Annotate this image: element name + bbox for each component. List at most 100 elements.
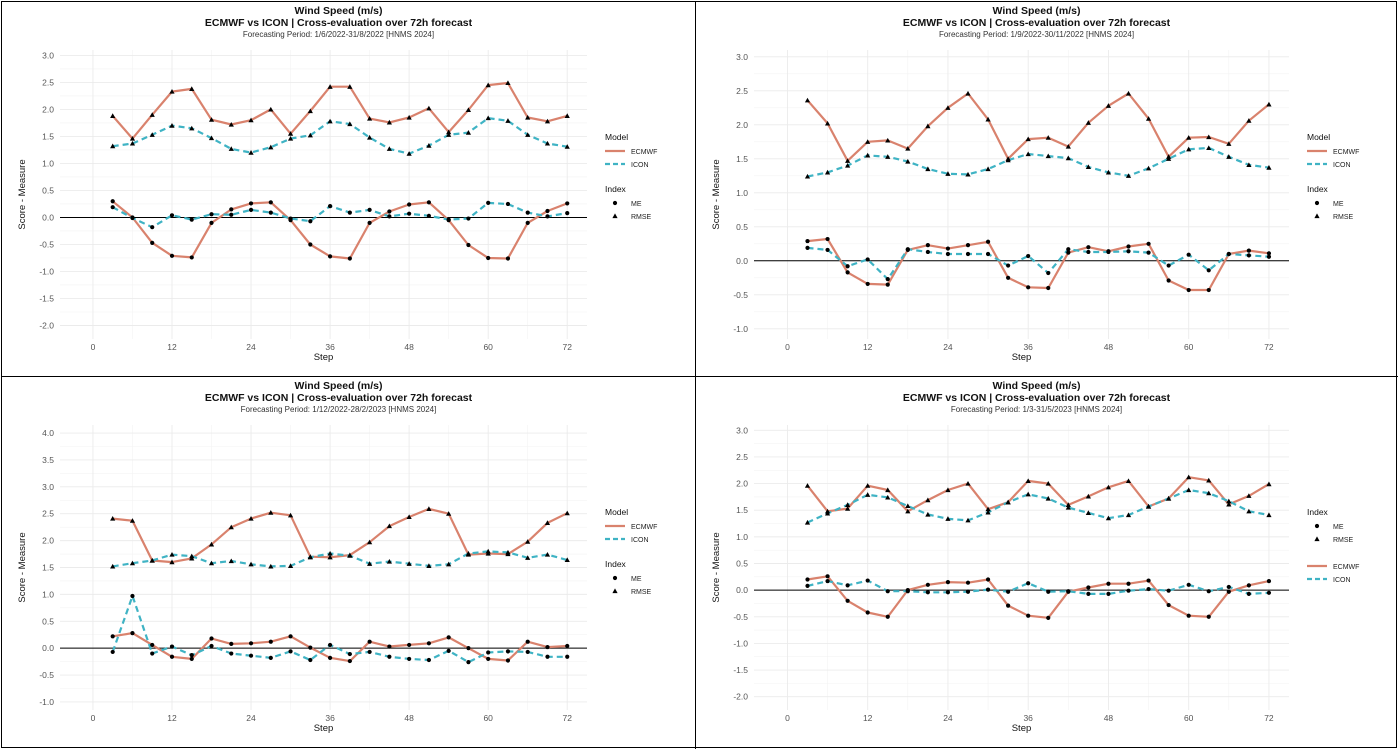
data-point-dot bbox=[1186, 252, 1191, 257]
data-point-triangle bbox=[985, 506, 991, 512]
chart-svg: Wind Speed (m/s)ECMWF vs ICON | Cross-ev… bbox=[711, 380, 1359, 734]
data-point-dot bbox=[189, 653, 194, 658]
chart-svg: Wind Speed (m/s)ECMWF vs ICON | Cross-ev… bbox=[17, 5, 657, 363]
data-point-dot bbox=[1206, 287, 1211, 293]
data-point-dot bbox=[347, 210, 352, 215]
data-point-triangle bbox=[347, 121, 353, 127]
data-point-dot bbox=[268, 210, 273, 215]
data-point-dot bbox=[407, 656, 412, 662]
y-tick-label: 0.0 bbox=[42, 643, 54, 653]
x-tick-label: 24 bbox=[943, 342, 953, 352]
grid-minor bbox=[60, 50, 587, 339]
data-point-dot bbox=[805, 583, 810, 588]
data-point-dot bbox=[885, 282, 890, 287]
data-point-triangle bbox=[189, 86, 195, 91]
data-point-dot bbox=[845, 264, 850, 269]
y-axis-label: Score - Measure bbox=[17, 532, 28, 602]
x-tick-label: 48 bbox=[404, 342, 414, 352]
data-point-dot bbox=[1266, 251, 1272, 256]
data-point-dot bbox=[945, 251, 951, 257]
legend-label-ecmwf: ECMWF bbox=[631, 149, 657, 156]
data-point-triangle bbox=[406, 561, 412, 566]
data-point-dot bbox=[1066, 247, 1071, 252]
series-markers-icon-rmse bbox=[804, 487, 1272, 525]
y-tick-label: 2.0 bbox=[42, 104, 54, 114]
x-tick-label: 36 bbox=[325, 713, 335, 723]
data-point-triangle bbox=[248, 150, 254, 155]
data-point-triangle bbox=[287, 135, 294, 141]
data-point-triangle bbox=[1025, 478, 1031, 484]
data-point-dot bbox=[1166, 602, 1171, 608]
data-point-triangle bbox=[945, 171, 951, 176]
grid-minor bbox=[754, 50, 1289, 339]
data-point-dot bbox=[1146, 578, 1151, 583]
data-point-triangle bbox=[544, 118, 551, 124]
data-point-triangle bbox=[1105, 484, 1112, 490]
data-point-dot bbox=[367, 649, 372, 655]
data-point-triangle bbox=[865, 152, 871, 158]
legend-label-rmse: RMSE bbox=[631, 214, 652, 221]
data-point-triangle bbox=[985, 509, 991, 515]
data-point-dot bbox=[1046, 285, 1051, 291]
legend-label-icon: ICON bbox=[1333, 162, 1351, 169]
data-point-dot bbox=[1246, 583, 1251, 588]
x-tick-label: 48 bbox=[1104, 342, 1114, 352]
data-point-dot bbox=[446, 635, 451, 640]
chart-subtitle: Forecasting Period: 1/9/2022-30/11/2022 … bbox=[939, 30, 1134, 39]
data-point-dot bbox=[945, 590, 951, 595]
data-point-dot bbox=[387, 654, 392, 659]
data-point-triangle bbox=[505, 80, 511, 86]
data-point-triangle bbox=[925, 511, 931, 517]
data-point-dot bbox=[110, 634, 115, 639]
data-point-dot bbox=[1106, 591, 1111, 596]
data-point-triangle bbox=[327, 84, 333, 89]
data-point-dot bbox=[1166, 278, 1171, 283]
data-point-triangle bbox=[287, 563, 294, 568]
data-point-dot bbox=[426, 641, 431, 646]
chart-panel-spring-2023: Wind Speed (m/s) ECMWF vs ICON | Cross-ev… bbox=[696, 377, 1398, 749]
data-point-triangle bbox=[386, 119, 392, 125]
data-point-dot bbox=[486, 656, 491, 662]
y-tick-label: 1.5 bbox=[736, 154, 748, 164]
data-point-triangle bbox=[564, 557, 570, 563]
data-point-dot bbox=[387, 209, 392, 214]
data-point-dot bbox=[189, 217, 194, 222]
data-point-dot bbox=[308, 645, 313, 650]
y-tick-label: 1.5 bbox=[42, 563, 54, 573]
data-point-dot bbox=[466, 646, 471, 651]
data-point-triangle bbox=[1226, 141, 1232, 146]
chart-panel-autumn-2022: Wind Speed (m/s) ECMWF vs ICON | Cross-ev… bbox=[696, 2, 1398, 377]
data-point-dot bbox=[110, 649, 115, 655]
y-tick-label: -2.0 bbox=[39, 320, 54, 330]
x-tick-label: 36 bbox=[1023, 713, 1033, 723]
data-point-triangle bbox=[1166, 495, 1172, 501]
data-point-triangle bbox=[426, 563, 432, 568]
data-point-dot bbox=[1106, 249, 1111, 255]
data-point-dot bbox=[865, 257, 870, 262]
chart-title: Wind Speed (m/s) bbox=[295, 5, 383, 17]
data-point-triangle bbox=[446, 129, 452, 135]
legend-label-rmse: RMSE bbox=[1333, 214, 1354, 221]
data-point-triangle bbox=[1145, 116, 1152, 121]
data-point-dot bbox=[308, 242, 313, 247]
data-point-triangle bbox=[1025, 136, 1031, 142]
data-point-dot bbox=[1246, 248, 1251, 253]
data-point-dot bbox=[327, 655, 333, 660]
data-point-triangle bbox=[865, 483, 871, 488]
data-point-triangle bbox=[1246, 162, 1252, 167]
data-point-triangle bbox=[426, 506, 432, 511]
data-point-dot bbox=[985, 587, 991, 592]
data-point-dot bbox=[288, 216, 293, 221]
data-point-triangle bbox=[985, 116, 991, 122]
data-point-dot bbox=[885, 614, 890, 619]
data-point-dot bbox=[1046, 270, 1051, 276]
series-line-icon-me bbox=[807, 579, 1269, 595]
data-point-triangle bbox=[149, 132, 155, 137]
data-point-triangle bbox=[525, 132, 531, 137]
data-point-dot bbox=[965, 251, 971, 257]
data-point-dot bbox=[229, 207, 234, 212]
data-point-triangle bbox=[129, 135, 136, 141]
data-point-dot bbox=[446, 648, 451, 653]
data-point-triangle bbox=[1186, 135, 1192, 140]
data-point-triangle bbox=[1186, 474, 1192, 480]
